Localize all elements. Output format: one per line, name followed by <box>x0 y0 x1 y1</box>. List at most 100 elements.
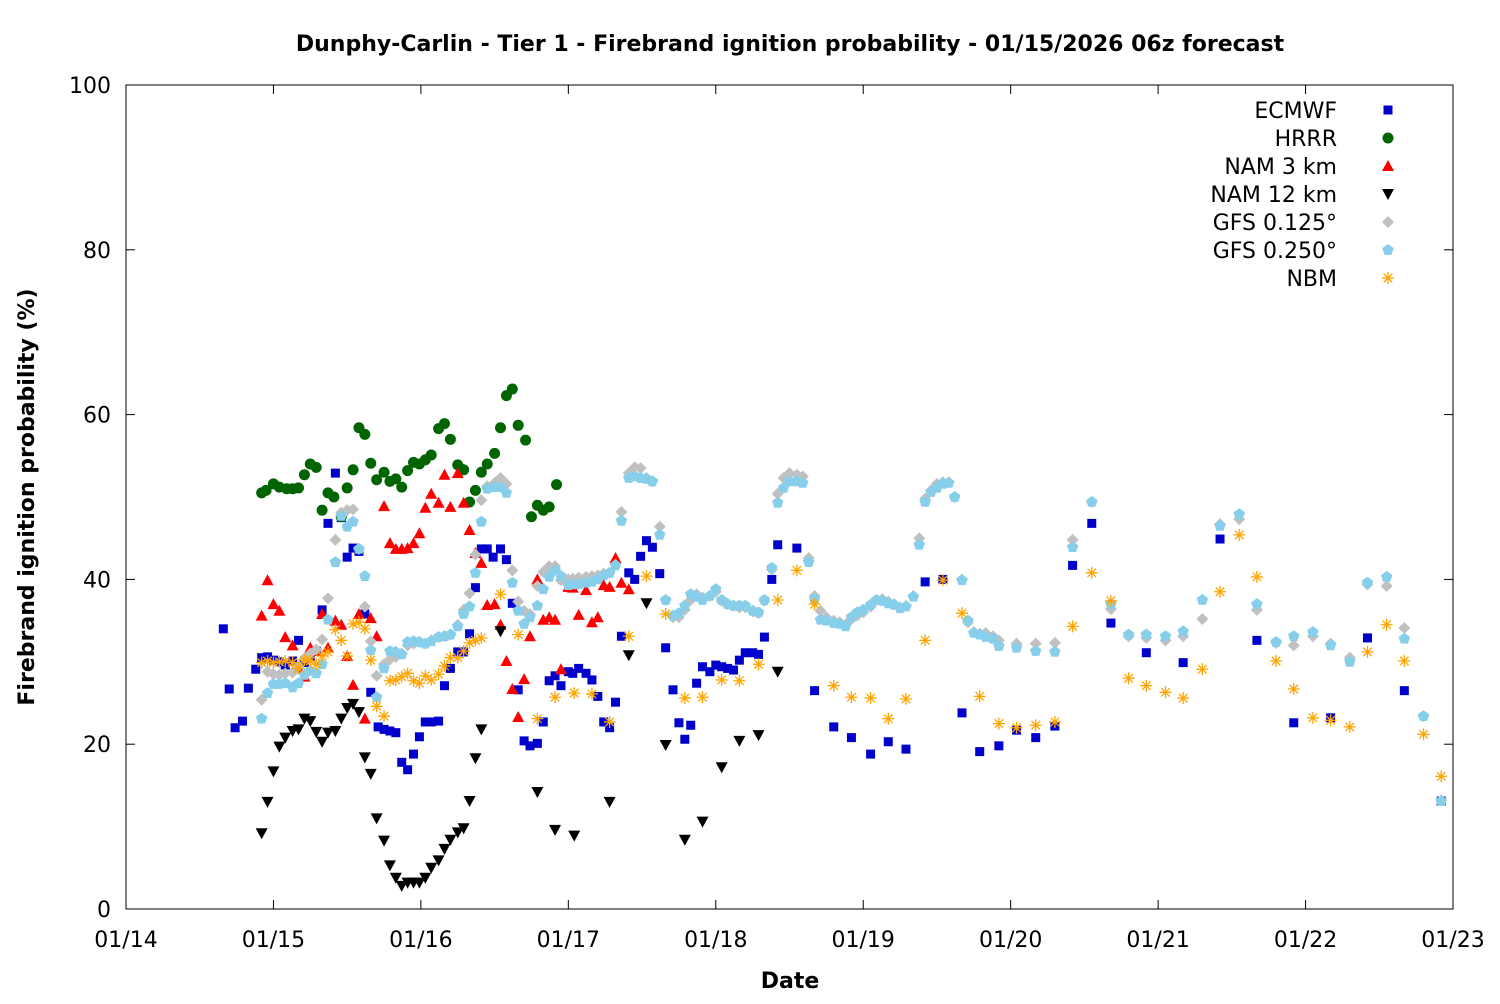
data-point-nam-3-km <box>352 608 365 620</box>
data-point-nbm <box>279 654 292 667</box>
data-point-nbm <box>494 588 507 601</box>
data-point-nam-12-km <box>292 724 305 736</box>
y-tick-label: 0 <box>97 898 111 923</box>
data-point-ecmwf <box>482 544 492 554</box>
legend-label-nbm: NBM <box>1286 267 1337 292</box>
data-point-gfs-0-250 <box>1361 576 1374 588</box>
data-point-nbm <box>992 717 1005 730</box>
data-point-nam-12-km <box>395 880 408 892</box>
data-point-nam-12-km <box>549 824 562 836</box>
data-point-ecmwf <box>581 668 591 678</box>
data-point-gfs-0-250 <box>943 477 955 488</box>
data-point-ecmwf <box>230 723 240 733</box>
data-point-nbm <box>1104 594 1117 607</box>
data-point-ecmwf <box>323 518 333 528</box>
data-point-ecmwf <box>641 536 651 546</box>
data-point-gfs-0-250 <box>1140 628 1152 640</box>
data-point-ecmwf <box>668 685 678 695</box>
data-point-nbm <box>413 677 426 690</box>
data-point-nam-3-km <box>451 467 464 479</box>
data-point-hrrr <box>316 504 328 516</box>
data-point-nam-3-km <box>432 496 445 508</box>
legend-label-ecmwf: ECMWF <box>1254 99 1337 124</box>
data-point-nam-12-km <box>316 736 329 748</box>
data-point-gfs-0-250 <box>378 662 390 674</box>
data-point-gfs-0-250 <box>1049 645 1061 657</box>
legend-label-nam-3-km: NAM 3 km <box>1224 155 1337 180</box>
data-point-gfs-0-250 <box>1196 594 1209 605</box>
data-point-hrrr <box>390 473 402 485</box>
data-point-nbm <box>1343 720 1356 733</box>
data-point-ecmwf <box>957 708 967 718</box>
data-point-nbm <box>678 692 691 705</box>
data-point-ecmwf <box>507 598 517 608</box>
data-point-hrrr <box>328 491 340 503</box>
data-point-nbm <box>733 674 746 687</box>
data-point-nbm <box>549 691 562 704</box>
data-point-ecmwf <box>711 660 721 670</box>
data-point-nbm <box>425 673 438 686</box>
legend-label-nam-12-km: NAM 12 km <box>1210 183 1337 208</box>
data-point-ecmwf <box>1106 618 1116 628</box>
data-point-gfs-0-125 <box>1048 636 1061 649</box>
data-point-ecmwf <box>414 732 424 742</box>
data-point-gfs-0-125 <box>475 494 488 507</box>
data-point-gfs-0-125 <box>316 633 329 646</box>
data-point-gfs-0-250 <box>1380 570 1393 582</box>
data-point-nam-12-km <box>568 830 581 842</box>
data-point-nam-3-km <box>267 598 280 610</box>
data-point-hrrr <box>425 449 437 461</box>
data-point-nbm <box>919 634 932 647</box>
data-point-gfs-0-125 <box>1398 622 1411 635</box>
data-point-ecmwf <box>496 544 506 554</box>
data-point-ecmwf <box>391 728 401 738</box>
data-point-nam-12-km <box>341 702 354 714</box>
data-point-nam-3-km <box>518 673 531 685</box>
data-point-gfs-0-250 <box>646 475 659 487</box>
data-point-gfs-0-250 <box>1066 541 1079 553</box>
data-point-nbm <box>316 650 329 663</box>
data-point-nbm <box>790 564 803 577</box>
data-point-hrrr <box>438 418 450 430</box>
data-point-ecmwf <box>501 555 511 565</box>
data-point-nam-3-km <box>463 523 476 535</box>
data-point-ecmwf <box>661 643 671 653</box>
data-point-nbm <box>329 623 342 636</box>
data-point-hrrr <box>495 422 507 434</box>
data-point-gfs-0-250 <box>1122 628 1135 640</box>
x-tick-label: 01/20 <box>979 928 1042 953</box>
data-point-ecmwf <box>1289 718 1299 728</box>
data-point-ecmwf <box>1252 635 1262 645</box>
data-point-gfs-0-250 <box>1159 630 1172 642</box>
data-point-hrrr <box>525 511 537 523</box>
data-point-nbm <box>1066 620 1079 633</box>
data-point-gfs-0-125 <box>321 592 334 605</box>
legend-label-hrrr: HRRR <box>1275 127 1337 152</box>
data-point-ecmwf <box>237 716 247 726</box>
legend-marker-gfs-0-250 <box>1382 244 1394 255</box>
data-point-nbm <box>1380 618 1393 631</box>
data-point-gfs-0-250 <box>1214 519 1226 531</box>
data-point-nbm <box>358 622 371 635</box>
data-point-nam-3-km <box>475 556 488 568</box>
data-point-nbm <box>1324 714 1337 727</box>
data-point-nam-3-km <box>261 574 274 586</box>
data-point-nbm <box>936 574 949 587</box>
data-point-gfs-0-250 <box>292 677 305 689</box>
data-point-nam-3-km <box>512 711 525 723</box>
data-point-nbm <box>352 616 365 629</box>
data-point-gfs-0-250 <box>506 576 518 588</box>
data-point-nbm <box>321 645 334 658</box>
data-point-nam-12-km <box>457 823 470 835</box>
data-marks <box>218 383 1448 892</box>
data-point-ecmwf <box>342 552 352 562</box>
data-point-nam-12-km <box>419 872 432 884</box>
data-point-gfs-0-250 <box>1233 508 1245 520</box>
data-point-nam-12-km <box>659 740 672 752</box>
data-point-gfs-0-250 <box>335 510 347 521</box>
data-point-gfs-0-250 <box>555 570 567 581</box>
data-point-hrrr <box>341 482 353 494</box>
data-point-ecmwf <box>680 734 690 744</box>
data-point-nam-12-km <box>364 768 377 780</box>
data-point-nbm <box>1048 715 1061 728</box>
